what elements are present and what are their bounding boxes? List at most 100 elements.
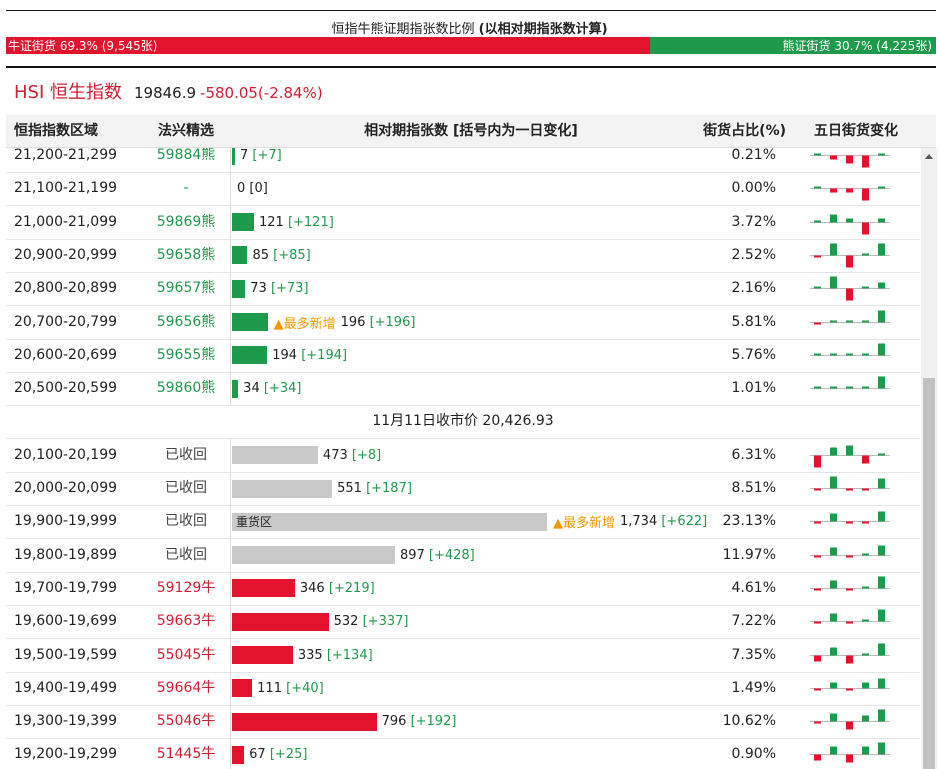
table-row[interactable]: 20,600-20,699 59655熊 194 [+194] 5.76% (6, 338, 920, 373)
table-row[interactable]: 20,700-20,799 59656熊 ▲最多新增 196 [+196] 5.81% (6, 305, 920, 340)
scroll-up-arrow-icon[interactable] (925, 154, 933, 159)
contracts-delta: [0] (249, 181, 268, 197)
five-day-sparkline (810, 153, 890, 168)
sparkline-bar (814, 186, 821, 189)
sparkline-bar (830, 447, 837, 456)
sparkline-bar (862, 253, 869, 256)
share-cell: 3.72% (731, 213, 776, 230)
table-row[interactable]: 19,800-19,899 已收回 897 [+428] 11.97% (6, 538, 920, 573)
scrollbar[interactable] (921, 148, 937, 769)
pick-cell[interactable]: 59657熊 (156, 280, 216, 297)
pick-cell[interactable]: 59658熊 (156, 246, 216, 263)
contracts-delta: [+134] (326, 647, 373, 663)
table-row[interactable]: 20,000-20,099 已收回 551 [+187] 8.51% (6, 472, 920, 506)
contracts-count: 473 [+8] (323, 448, 381, 463)
sparkline-bar (814, 255, 821, 258)
five-day-sparkline (810, 709, 890, 730)
pick-cell[interactable]: 59129牛 (156, 579, 216, 596)
contracts-number: 34 (243, 381, 260, 397)
pick-cell[interactable]: 55046牛 (156, 713, 216, 730)
table-header: 恒指指数区域 法兴精选 相对期指张数 [括号内为一日变化] 街货占比(%) 五日… (6, 115, 936, 148)
sparkline-bar (814, 688, 821, 691)
sparkline-bar (846, 288, 853, 301)
sparkline-bar (878, 376, 885, 389)
share-cell: 2.52% (731, 246, 776, 263)
pick-cell[interactable]: 59664牛 (156, 679, 216, 696)
contracts-number: 121 (258, 214, 284, 230)
ratio-title-note: (以相对期指张数计算) (478, 22, 608, 37)
range-cell: 19,200-19,299 (14, 746, 118, 763)
pick-cell[interactable]: 59860熊 (156, 380, 216, 397)
pick-cell: 已收回 (165, 546, 207, 563)
contracts-bar (232, 479, 333, 498)
contracts-delta: [+85] (273, 247, 311, 263)
table-row[interactable]: 20,900-20,999 59658熊 85 [+85] 2.52% (6, 238, 920, 273)
contracts-number: 335 (297, 647, 323, 663)
table-row[interactable]: 19,500-19,599 55045牛 335 [+134] 7.35% (6, 638, 920, 673)
bull-bear-ratio-bar: 牛证街货 69.3% (9,545张) 熊证街货 30.7% (4,225张) (6, 37, 936, 54)
contracts-count: 532 [+337] (334, 614, 409, 629)
table-row[interactable]: 20,100-20,199 已收回 473 [+8] 6.31% (6, 438, 920, 473)
contracts-count: 1,734 [+622] (620, 514, 707, 529)
column-divider (230, 505, 231, 539)
five-day-sparkline (810, 376, 890, 390)
closing-price-row: 11月11日收市价 20,426.93 (6, 405, 920, 440)
table-row[interactable]: 19,400-19,499 59664牛 111 [+40] 1.49% (6, 671, 920, 706)
table-row[interactable]: 19,600-19,699 59663牛 532 [+337] 7.22% (6, 605, 920, 640)
pick-cell[interactable]: 55045牛 (156, 646, 216, 663)
table-row[interactable]: 21,000-21,099 59869熊 121 [+121] 3.72% (6, 205, 920, 240)
pick-cell[interactable]: 51445牛 (156, 746, 216, 763)
range-cell: 20,600-20,699 (14, 346, 118, 363)
contracts-delta: [+121] (287, 214, 334, 230)
share-cell: 0.21% (731, 148, 776, 163)
table-row[interactable]: 19,200-19,299 51445牛 67 [+25] 0.90% (6, 738, 920, 769)
contracts-bar (232, 579, 295, 598)
scrollbar-thumb[interactable] (923, 378, 935, 769)
column-divider (230, 438, 231, 472)
contracts-cell: ▲最多新增 196 [+196] (231, 306, 711, 339)
five-day-sparkline (810, 214, 890, 235)
sparkline-bar (862, 553, 869, 556)
range-cell: 19,800-19,899 (14, 546, 118, 563)
sparkline-bar (830, 214, 837, 223)
share-cell: 7.22% (731, 613, 776, 630)
table-row[interactable]: 19,700-19,799 59129牛 346 [+219] 4.61% (6, 571, 920, 606)
contracts-number: 346 (299, 580, 325, 596)
table-row[interactable]: 20,500-20,599 59860熊 34 [+34] 1.01% (6, 372, 920, 407)
sparkline-bar (814, 286, 821, 289)
most-added-badge: ▲最多新增 (553, 516, 615, 532)
contracts-bar (232, 612, 329, 631)
bear-ratio-segment: 熊证街货 30.7% (4,225张) (650, 37, 936, 54)
index-header: HSI 恒生指数 19846.9 -580.05(-2.84%) (14, 78, 323, 104)
table-row[interactable]: 21,200-21,299 59884熊 7 [+7] 0.21% (6, 148, 920, 173)
sparkline-bar (862, 746, 869, 755)
column-divider (230, 338, 231, 372)
pick-cell[interactable]: 59656熊 (156, 313, 216, 330)
contracts-number: 196 (340, 314, 366, 330)
index-name[interactable]: HSI 恒生指数 (14, 82, 122, 103)
sparkline-bar (862, 353, 869, 356)
col-share: 街货占比(%) (703, 123, 786, 139)
contracts-cell: 194 [+194] (231, 339, 711, 372)
table-row[interactable]: 19,300-19,399 55046牛 796 [+192] 10.62% (6, 705, 920, 740)
contracts-cell: 335 [+134] (231, 639, 711, 672)
pick-cell: - (183, 180, 189, 197)
sparkline-bar (846, 721, 853, 730)
contracts-bar (232, 148, 235, 165)
sparkline-bar (846, 320, 853, 322)
sparkline-bar (862, 222, 869, 235)
pick-cell[interactable]: 59869熊 (156, 213, 216, 230)
table-row[interactable]: 21,100-21,199 - 0 [0] 0.00% (6, 172, 920, 207)
contracts-delta: [+34] (263, 381, 302, 397)
range-cell: 19,300-19,399 (14, 713, 118, 730)
pick-cell[interactable]: 59663牛 (156, 613, 216, 630)
contracts-delta: [+187] (366, 481, 412, 496)
table-row[interactable]: 20,800-20,899 59657熊 73 [+73] 2.16% (6, 272, 920, 307)
share-cell: 5.81% (731, 313, 776, 330)
contracts-count: 897 [+428] (400, 548, 475, 563)
contracts-count: 194 [+194] (272, 348, 347, 363)
pick-cell[interactable]: 59884熊 (156, 148, 216, 163)
table-row[interactable]: 19,900-19,999 已收回 重货区 ▲最多新增 1,734 [+622] 23.1… (6, 505, 920, 540)
sparkline-bar (862, 586, 869, 589)
pick-cell[interactable]: 59655熊 (156, 346, 216, 363)
